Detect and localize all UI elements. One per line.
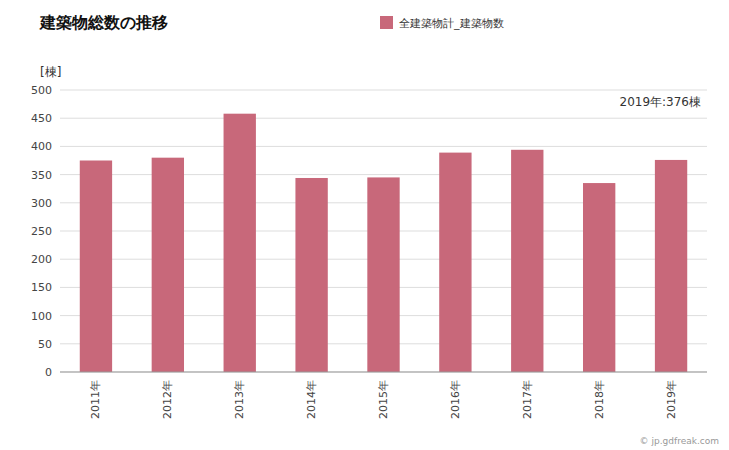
bar	[224, 114, 256, 372]
bar	[583, 183, 615, 372]
legend: 全建築物計_建築物数	[380, 16, 504, 30]
y-tick-label: 0	[45, 366, 52, 379]
x-tick-label: 2019年	[665, 380, 678, 419]
y-tick-label: 350	[31, 169, 52, 182]
y-tick-label: 150	[31, 281, 52, 294]
y-axis-label: [棟]	[40, 65, 61, 79]
bar	[367, 177, 399, 372]
annotation: 2019年:376棟	[620, 95, 702, 109]
x-tick-label: 2014年	[305, 380, 318, 419]
grid-line	[60, 372, 707, 373]
bars	[80, 114, 687, 372]
background	[0, 0, 729, 450]
y-tick-label: 250	[31, 225, 52, 238]
x-tick-label: 2011年	[89, 380, 102, 419]
y-tick-label: 450	[31, 112, 52, 125]
y-tick-label: 400	[31, 140, 52, 153]
x-tick-label: 2016年	[449, 380, 462, 419]
x-axis-line	[60, 372, 707, 373]
grid-line	[60, 118, 707, 119]
x-tick-label: 2012年	[161, 380, 174, 419]
chart-container: 0 50 100 150 200 250 300 350 400 450 500 2011年 2012年…	[0, 0, 729, 450]
bar	[295, 178, 327, 372]
chart: 0 50 100 150 200 250 300 350 400 450 500 2011年 2012年…	[0, 0, 729, 450]
bar	[511, 150, 543, 372]
x-tick-label: 2017年	[521, 380, 534, 419]
y-tick-label: 50	[38, 338, 52, 351]
grid-line	[60, 146, 707, 147]
x-tick-label: 2015年	[377, 380, 390, 419]
x-tick-label: 2018年	[593, 380, 606, 419]
bar	[152, 158, 184, 372]
bar	[439, 153, 471, 372]
x-tick-label: 2013年	[233, 380, 246, 419]
grid-line	[60, 90, 707, 91]
y-tick-label: 300	[31, 197, 52, 210]
legend-swatch	[380, 16, 393, 29]
y-tick-label: 100	[31, 310, 52, 323]
bar	[80, 161, 112, 373]
legend-label: 全建築物計_建築物数	[399, 17, 504, 30]
title: 建築物総数の推移	[38, 13, 168, 32]
grid	[60, 90, 707, 372]
bar	[655, 160, 687, 372]
watermark: © jp.gdfreak.com	[640, 436, 719, 446]
y-tick-label: 500	[31, 84, 52, 97]
y-tick-label: 200	[31, 253, 52, 266]
